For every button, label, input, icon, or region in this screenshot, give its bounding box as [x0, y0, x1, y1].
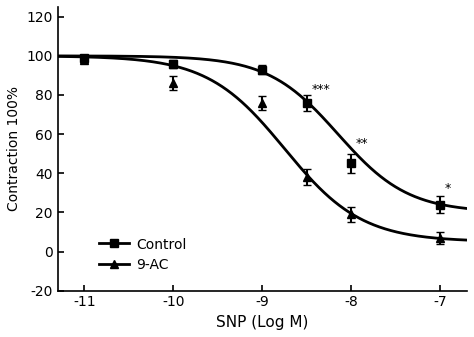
X-axis label: SNP (Log M): SNP (Log M) [216, 315, 309, 330]
Text: **: ** [356, 137, 368, 150]
Text: ***: *** [311, 83, 330, 96]
Y-axis label: Contraction 100%: Contraction 100% [7, 86, 21, 211]
Legend: Control, 9-AC: Control, 9-AC [93, 232, 192, 278]
Text: *: * [445, 182, 451, 195]
